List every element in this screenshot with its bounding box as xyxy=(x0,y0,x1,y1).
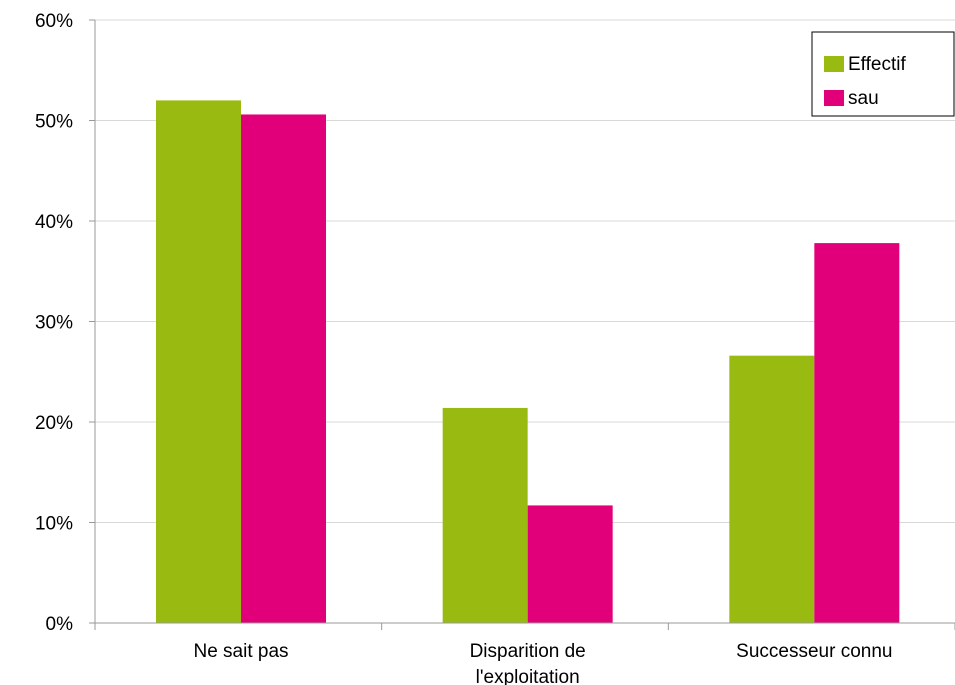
bar-effectif-0 xyxy=(156,100,241,623)
legend-label-effectif: Effectif xyxy=(848,54,906,75)
y-tick-label: 10% xyxy=(35,514,73,535)
x-tick-label: Successeur connu xyxy=(736,641,892,662)
y-tick-label: 40% xyxy=(35,212,73,233)
bar-sau-1 xyxy=(527,505,613,623)
legend-label-sau: sau xyxy=(848,88,879,109)
x-axis: Ne sait pas Disparition de l'exploitation S… xyxy=(94,622,955,685)
y-tick-label: 30% xyxy=(35,313,73,334)
bar-effectif-2 xyxy=(729,355,815,623)
bar-sau-0 xyxy=(241,114,326,623)
legend: Effectif sau xyxy=(811,31,955,117)
y-tick-label: 0% xyxy=(46,614,74,635)
y-tick-label: 20% xyxy=(35,413,73,434)
x-tick-label: Disparition de l'exploitation xyxy=(470,641,586,685)
y-tick-label: 60% xyxy=(35,11,73,32)
legend-swatch-effectif xyxy=(824,56,844,72)
y-axis: 0% 10% 20% 30% 40% 50% 60% xyxy=(35,11,96,635)
legend-swatch-sau xyxy=(824,90,844,106)
y-tick-label: 50% xyxy=(35,112,73,133)
x-tick-label: Ne sait pas xyxy=(193,641,288,662)
bars xyxy=(156,100,900,624)
bar-sau-2 xyxy=(814,243,900,624)
bar-effectif-1 xyxy=(442,407,528,623)
